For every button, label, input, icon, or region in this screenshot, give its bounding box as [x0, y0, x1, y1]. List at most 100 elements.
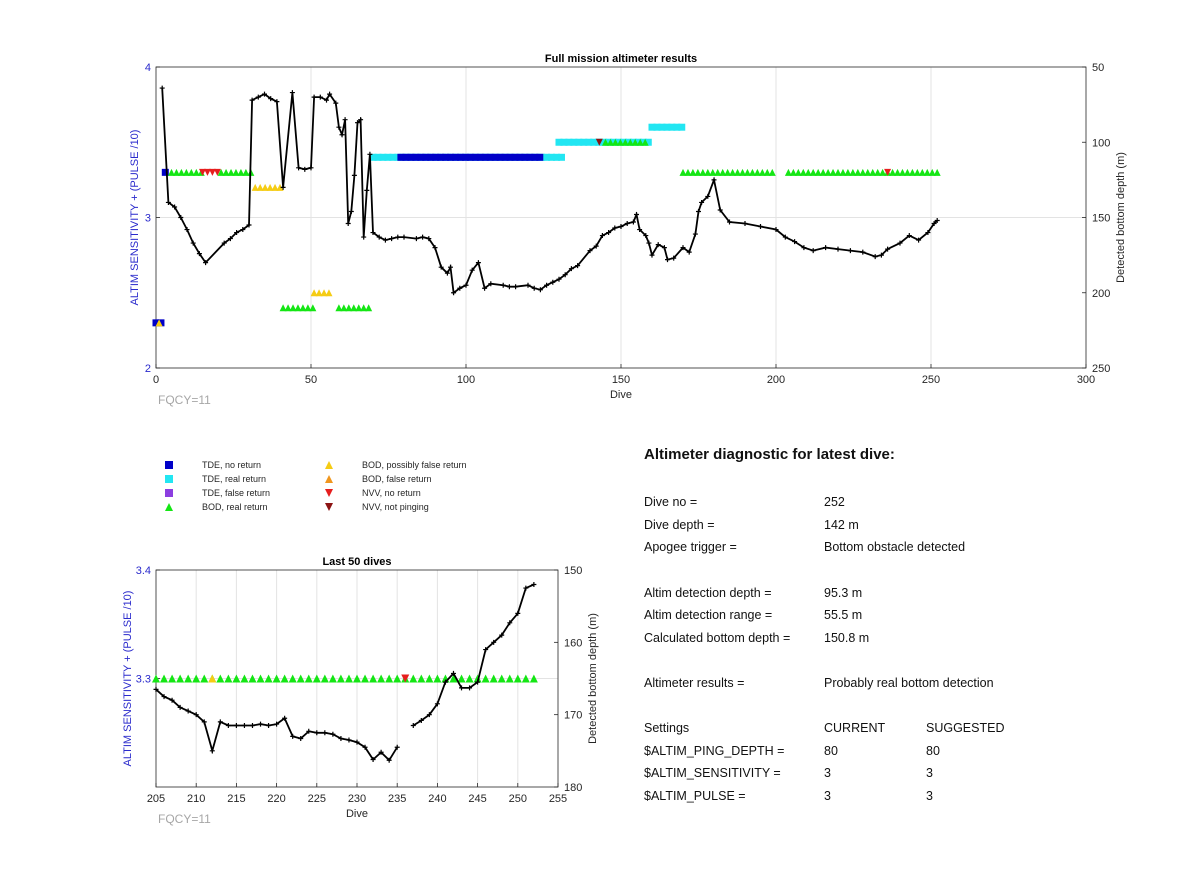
- altimeter-marker: [501, 153, 509, 161]
- legend-symbol: [325, 461, 333, 469]
- altimeter-marker: [529, 674, 538, 683]
- bottom-depth-point: [354, 739, 360, 745]
- altimeter-markers: [152, 674, 538, 683]
- altimeter-marker: [271, 183, 279, 191]
- legend-symbol: [325, 475, 333, 483]
- altimeter-marker: [908, 168, 916, 176]
- altimeter-marker: [320, 289, 328, 297]
- altimeter-marker: [734, 168, 742, 176]
- altimeter-marker: [894, 168, 902, 176]
- altimeter-marker: [506, 153, 514, 161]
- bottom-depth-point: [810, 248, 816, 254]
- legend-label: TDE, real return: [202, 474, 266, 484]
- altimeter-marker: [261, 183, 269, 191]
- altimeter-marker: [834, 168, 842, 176]
- altimeter-marker: [465, 674, 474, 683]
- bottom-depth-point: [361, 234, 367, 240]
- altimeter-marker: [575, 138, 583, 146]
- bottom-depth-point: [159, 85, 165, 91]
- altimeter-marker: [360, 304, 368, 312]
- altimeter-marker: [361, 674, 370, 683]
- bottom-depth-point: [386, 757, 392, 763]
- altimeter-marker: [849, 168, 857, 176]
- altimeter-marker: [160, 674, 169, 683]
- altimeter-marker: [615, 138, 623, 146]
- x-tick-label: 210: [187, 793, 205, 805]
- legend-symbol: [165, 461, 173, 469]
- altimeter-marker: [451, 153, 459, 161]
- bottom-depth-point: [165, 199, 171, 205]
- altimeter-marker: [481, 153, 489, 161]
- setting-suggested: 3: [926, 789, 933, 804]
- altimeter-marker: [824, 168, 832, 176]
- altimeter-marker: [653, 123, 661, 131]
- y-right-axis-label: Detected bottom depth (m): [587, 613, 599, 744]
- altimeter-marker: [595, 138, 603, 146]
- bottom-depth-point: [161, 694, 167, 700]
- x-axis-label: Dive: [610, 389, 632, 401]
- bottom-depth-point: [241, 723, 247, 729]
- altimeter-marker: [648, 123, 656, 131]
- altimeter-marker: [237, 168, 245, 176]
- legend-symbol: [165, 489, 173, 497]
- dive-no-value: 252: [824, 495, 845, 510]
- altimeter-marker: [631, 138, 639, 146]
- x-tick-label: 200: [767, 374, 785, 386]
- bottom-depth-point: [376, 234, 382, 240]
- bottom-depth-point: [255, 94, 261, 100]
- bottom-depth-point: [395, 234, 401, 240]
- altimeter-marker: [248, 674, 257, 683]
- altimeter-marker: [407, 153, 415, 161]
- bottom-depth-point: [624, 221, 630, 227]
- dive-no-label: Dive no =: [644, 495, 698, 510]
- bottom-depth-point: [448, 264, 453, 270]
- x-tick-label: 230: [348, 793, 366, 805]
- altimeter-marker: [497, 674, 506, 683]
- bottom-depth-point: [897, 240, 903, 246]
- altimeter-marker: [312, 674, 321, 683]
- altimeter-marker: [753, 168, 761, 176]
- y-right-tick-label: 160: [564, 637, 582, 649]
- bottom-depth-point: [500, 282, 506, 288]
- altimeter-marker: [606, 138, 614, 146]
- altimeter-marker: [694, 168, 702, 176]
- altimeter-marker: [879, 168, 887, 176]
- altimeter-marker: [224, 674, 233, 683]
- altimeter-marker: [288, 674, 297, 683]
- bottom-depth-point: [634, 211, 639, 217]
- setting-row-ping-depth: $ALTIM_PING_DEPTH = 80 80: [644, 740, 1064, 763]
- altimeter-marker: [684, 168, 692, 176]
- altimeter-marker: [161, 168, 169, 176]
- calculated-depth-value: 150.8 m: [824, 630, 870, 645]
- altimeter-marker: [168, 674, 177, 683]
- altimeter-marker: [310, 289, 318, 297]
- altimeter-marker: [536, 153, 544, 161]
- altimeter-marker: [433, 674, 442, 683]
- bottom-depth-point: [643, 233, 649, 239]
- detection-range-label: Altim detection range =: [644, 608, 773, 623]
- bottom-depth-point: [221, 240, 227, 246]
- chart-title: Last 50 dives: [322, 556, 391, 568]
- altimeter-marker: [854, 168, 862, 176]
- x-tick-label: 250: [509, 793, 527, 805]
- diagnostic-title: Altimeter diagnostic for latest dive:: [644, 446, 895, 463]
- altimeter-marker: [345, 304, 353, 312]
- altimeter-marker: [328, 674, 337, 683]
- altimeter-marker: [516, 153, 524, 161]
- x-tick-label: 225: [308, 793, 326, 805]
- y-right-tick-label: 170: [564, 710, 582, 722]
- bottom-depth-point: [680, 245, 686, 251]
- altimeter-marker: [256, 674, 265, 683]
- altimeter-marker: [789, 168, 797, 176]
- bottom-depth-point: [234, 230, 240, 236]
- altimeter-marker: [844, 168, 852, 176]
- altimeter-marker: [526, 153, 534, 161]
- bottom-depth-point: [699, 199, 705, 205]
- bottom-depth-point: [434, 701, 440, 707]
- bottom-depth-point: [249, 97, 255, 103]
- altimeter-marker: [350, 304, 358, 312]
- bottom-depth-point: [209, 748, 215, 754]
- altimeter-marker: [555, 138, 563, 146]
- altimeter-marker: [417, 153, 425, 161]
